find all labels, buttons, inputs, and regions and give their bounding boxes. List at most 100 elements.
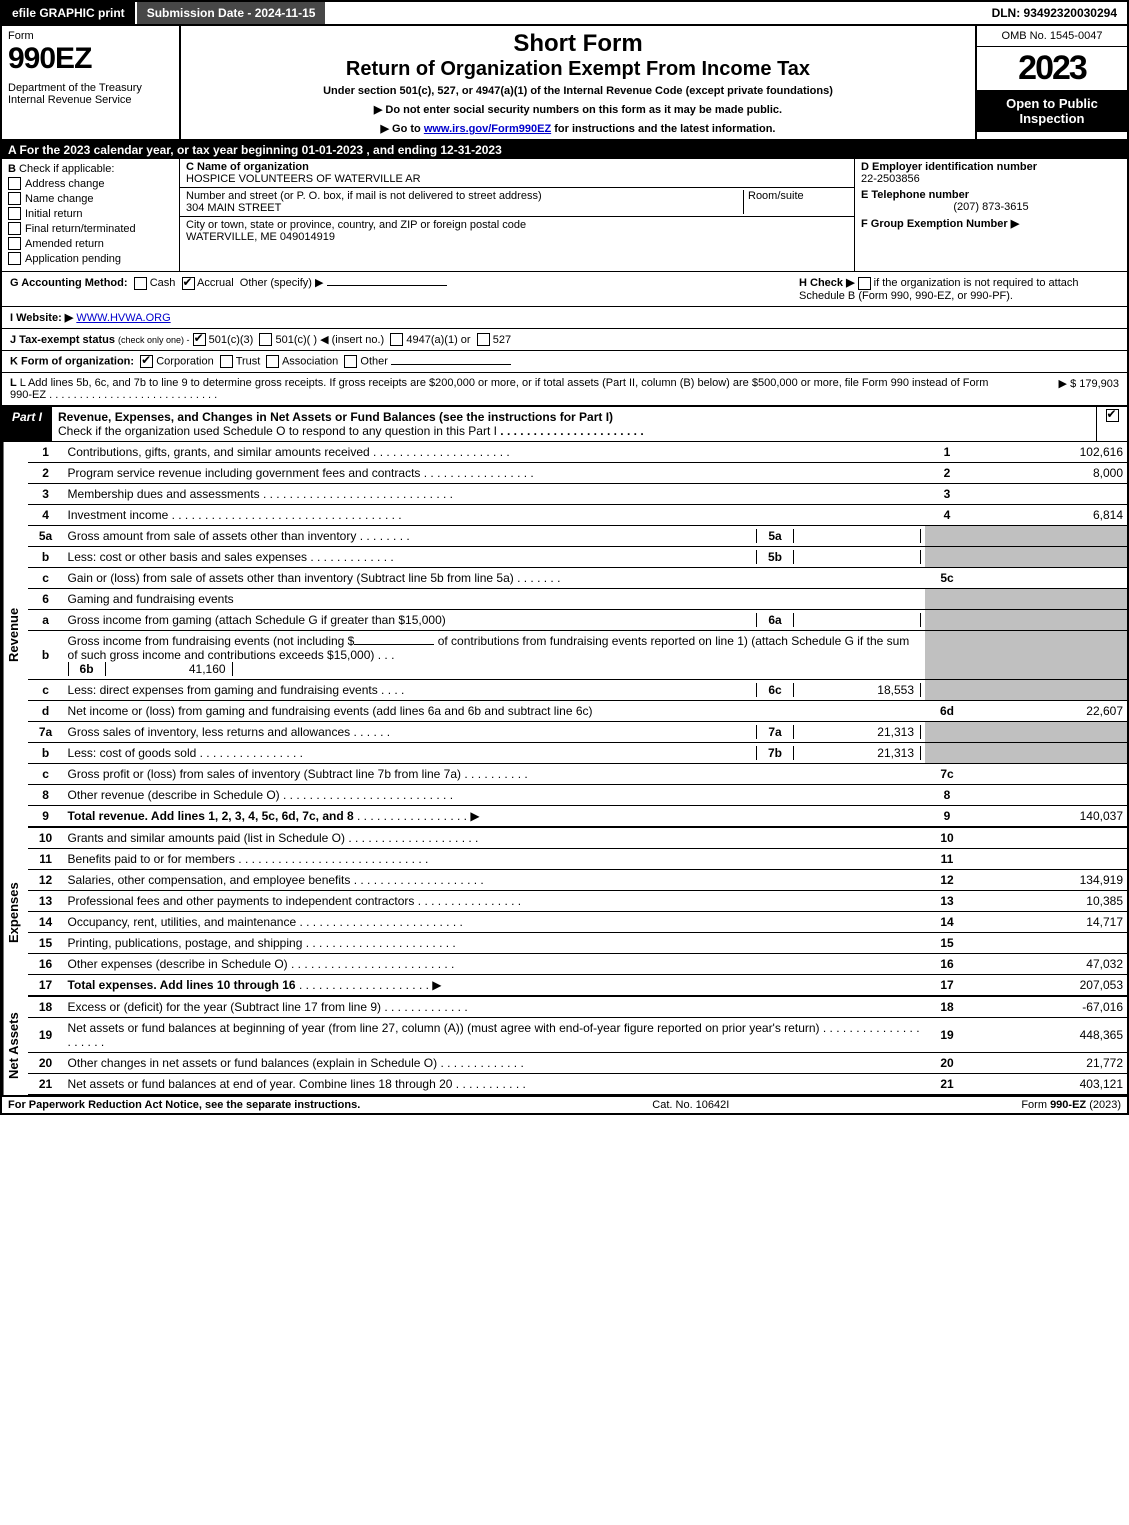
lbl-527: 527 — [493, 334, 511, 346]
line-6c-desc: Less: direct expenses from gaming and fu… — [68, 683, 378, 697]
section-j: J Tax-exempt status (check only one) - 5… — [2, 329, 1127, 352]
line-6b-mid: 41,160 — [106, 662, 233, 676]
chk-schedule-o[interactable] — [1106, 409, 1119, 422]
line-2-val: 8,000 — [969, 463, 1127, 484]
line-6-desc: Gaming and fundraising events — [64, 589, 925, 610]
line-7c-val — [969, 764, 1127, 785]
line-5c-val — [969, 568, 1127, 589]
line-1-desc: Contributions, gifts, grants, and simila… — [68, 445, 370, 459]
line-5c-desc: Gain or (loss) from sale of assets other… — [68, 571, 514, 585]
line-5a-desc: Gross amount from sale of assets other t… — [68, 529, 357, 543]
line-4-desc: Investment income — [68, 508, 169, 522]
section-b-to-f: B Check if applicable: Address change Na… — [2, 159, 1127, 272]
line-9-val: 140,037 — [969, 806, 1127, 828]
part-1-tag: Part I — [2, 407, 52, 441]
line-11-val — [969, 849, 1127, 870]
line-6a-desc: Gross income from gaming (attach Schedul… — [68, 613, 446, 627]
section-l: L L Add lines 5b, 6c, and 7b to line 9 t… — [2, 373, 1127, 406]
lbl-501c: 501(c)( ) ◀ (insert no.) — [275, 334, 384, 346]
line-8-val — [969, 785, 1127, 806]
lbl-application-pending: Application pending — [25, 253, 121, 265]
lbl-address-change: Address change — [25, 178, 105, 190]
line-5b-mid — [794, 550, 921, 564]
chk-amended-return[interactable] — [8, 237, 21, 250]
line-18-val: -67,016 — [969, 997, 1127, 1018]
topbar: efile GRAPHIC print Submission Date - 20… — [2, 2, 1127, 26]
line-10-val — [969, 828, 1127, 849]
footer-catno: Cat. No. 10642I — [652, 1099, 729, 1111]
side-netassets: Net Assets — [2, 997, 28, 1095]
lbl-accrual: Accrual — [197, 277, 234, 289]
line-18-desc: Excess or (deficit) for the year (Subtra… — [68, 1000, 381, 1014]
dln: DLN: 93492320030294 — [982, 2, 1127, 24]
chk-trust[interactable] — [220, 355, 233, 368]
ein-value: 22-2503856 — [861, 173, 1121, 185]
lbl-4947: 4947(a)(1) or — [406, 334, 470, 346]
subtitle: Under section 501(c), 527, or 4947(a)(1)… — [185, 85, 971, 97]
line-14-val: 14,717 — [969, 912, 1127, 933]
chk-accrual[interactable] — [182, 277, 195, 290]
section-a: A For the 2023 calendar year, or tax yea… — [2, 141, 1127, 159]
part-1-check — [1096, 407, 1127, 441]
revenue-table: 1Contributions, gifts, grants, and simil… — [28, 442, 1127, 828]
website-link[interactable]: WWW.HVWA.ORG — [76, 312, 170, 324]
chk-final-return[interactable] — [8, 222, 21, 235]
line-7c-desc: Gross profit or (loss) from sales of inv… — [68, 767, 461, 781]
chk-association[interactable] — [266, 355, 279, 368]
chk-other-org[interactable] — [344, 355, 357, 368]
l-amount: ▶ $ 179,903 — [999, 377, 1119, 401]
efile-print-button[interactable]: efile GRAPHIC print — [2, 2, 137, 24]
side-expenses: Expenses — [2, 828, 28, 997]
line-6a-mid — [794, 613, 921, 627]
line-5a-mid — [794, 529, 921, 543]
lbl-initial-return: Initial return — [25, 208, 82, 220]
instr-goto: ▶ Go to www.irs.gov/Form990EZ for instru… — [185, 122, 971, 135]
chk-name-change[interactable] — [8, 192, 21, 205]
instr-goto-pre: ▶ Go to — [381, 123, 424, 135]
chk-address-change[interactable] — [8, 177, 21, 190]
line-12-val: 134,919 — [969, 870, 1127, 891]
title-short-form: Short Form — [185, 30, 971, 58]
chk-4947[interactable] — [390, 333, 403, 346]
line-6d-val: 22,607 — [969, 701, 1127, 722]
line-19-val: 448,365 — [969, 1018, 1127, 1053]
lbl-name-change: Name change — [25, 193, 94, 205]
omb-number: OMB No. 1545-0047 — [977, 26, 1127, 47]
submission-date: Submission Date - 2024-11-15 — [137, 2, 326, 24]
line-16-desc: Other expenses (describe in Schedule O) — [68, 957, 288, 971]
footer-form-post: (2023) — [1086, 1099, 1121, 1111]
footer-form-pre: Form — [1021, 1099, 1050, 1111]
header-left: Form 990EZ Department of the Treasury In… — [2, 26, 181, 139]
part-1-header: Part I Revenue, Expenses, and Changes in… — [2, 406, 1127, 442]
line-17-val: 207,053 — [969, 975, 1127, 997]
lbl-corporation: Corporation — [156, 356, 213, 368]
i-label: I Website: ▶ — [10, 312, 73, 324]
lbl-trust: Trust — [236, 356, 261, 368]
d-label: D Employer identification number — [861, 161, 1121, 173]
footer: For Paperwork Reduction Act Notice, see … — [2, 1095, 1127, 1113]
line-10-desc: Grants and similar amounts paid (list in… — [68, 831, 345, 845]
chk-527[interactable] — [477, 333, 490, 346]
line-19-desc: Net assets or fund balances at beginning… — [68, 1021, 820, 1035]
chk-initial-return[interactable] — [8, 207, 21, 220]
b-label: B — [8, 163, 16, 175]
e-label: E Telephone number — [861, 189, 1121, 201]
chk-501c[interactable] — [259, 333, 272, 346]
irs-link[interactable]: www.irs.gov/Form990EZ — [424, 123, 551, 135]
chk-application-pending[interactable] — [8, 252, 21, 265]
lbl-other-method: Other (specify) ▶ — [240, 277, 324, 289]
org-city: WATERVILLE, ME 049014919 — [186, 231, 848, 243]
j-note: (check only one) - — [118, 335, 190, 345]
chk-cash[interactable] — [134, 277, 147, 290]
chk-schedule-b[interactable] — [858, 277, 871, 290]
line-7b-mid: 21,313 — [794, 746, 921, 760]
line-5b-desc: Less: cost or other basis and sales expe… — [68, 550, 307, 564]
k-label: K Form of organization: — [10, 356, 134, 368]
section-i: I Website: ▶ WWW.HVWA.ORG — [2, 307, 1127, 329]
g-label: G Accounting Method: — [10, 277, 128, 289]
chk-501c3[interactable] — [193, 333, 206, 346]
header-center: Short Form Return of Organization Exempt… — [181, 26, 975, 139]
city-label: City or town, state or province, country… — [186, 219, 848, 231]
chk-corporation[interactable] — [140, 355, 153, 368]
instr-ssn: ▶ Do not enter social security numbers o… — [185, 103, 971, 116]
